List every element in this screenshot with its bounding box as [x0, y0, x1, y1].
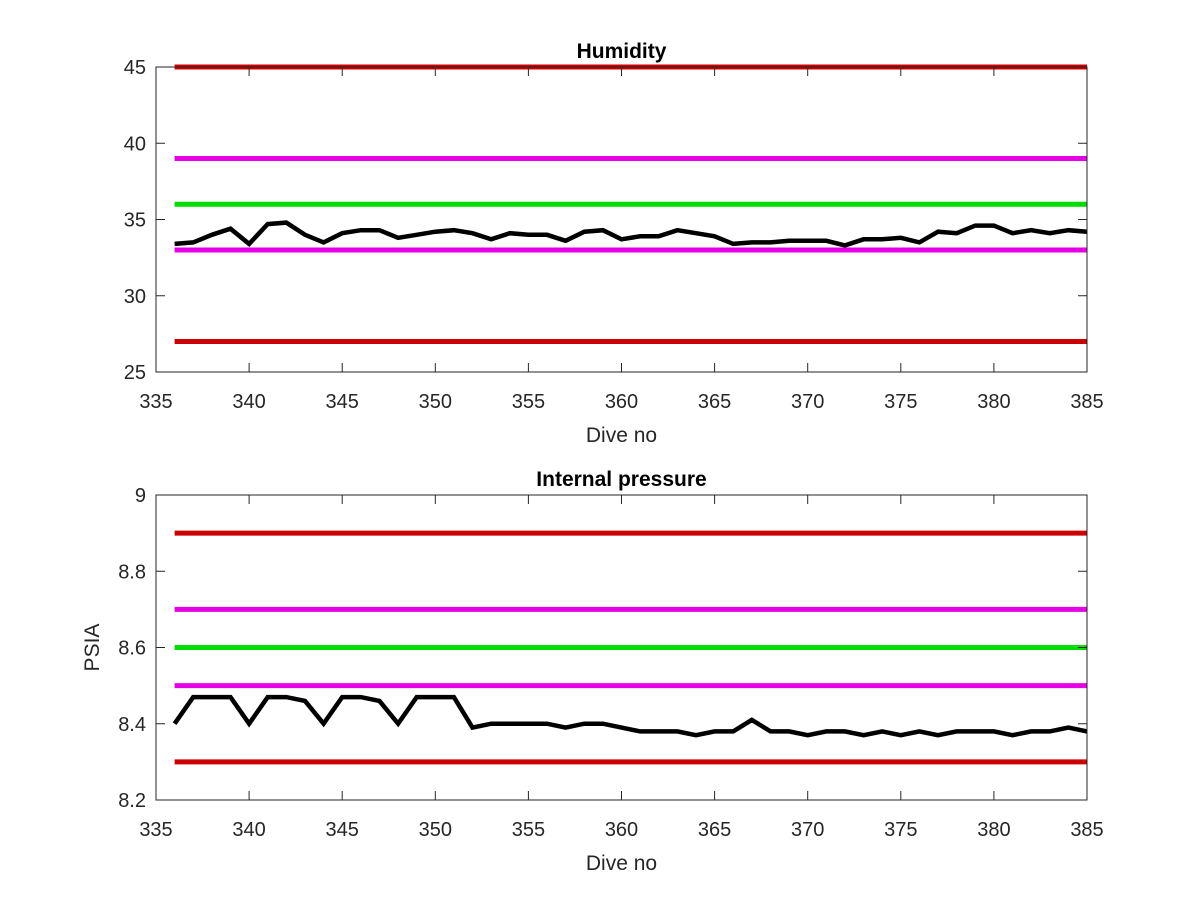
chart-0-y-tick-label: 25: [124, 362, 146, 384]
chart-1-y-tick-label: 9: [135, 485, 146, 507]
humidity-chart: 335 340 345 350 355 360 365 370 375 380 385 25 30 35 4…: [124, 40, 1104, 447]
chart-1-y-tick-label: 8.6: [118, 638, 146, 660]
chart-1-x-tick-label: 380: [977, 819, 1010, 841]
chart-1-data-series-0: [172, 694, 1088, 738]
chart-0-x-tick-label: 365: [698, 391, 731, 413]
chart-1-x-tick-label: 365: [698, 819, 731, 841]
chart-0-y-tick-label: 35: [124, 210, 146, 232]
chart-1-x-tick-label: 360: [605, 819, 638, 841]
chart-0-y-tick-label: 30: [124, 286, 146, 308]
chart-0-x-tick-label: 355: [512, 391, 545, 413]
chart-0-y-tick-label: 40: [124, 133, 146, 155]
chart-1-x-tick-label: 350: [419, 819, 452, 841]
chart-0-x-tick-label: 345: [326, 391, 359, 413]
chart-0-chart-title: Humidity: [577, 40, 667, 63]
chart-1-chart-title: Internal pressure: [536, 468, 706, 491]
chart-0-x-tick-label: 380: [977, 391, 1010, 413]
chart-0-x-axis-label: Dive no: [586, 424, 657, 447]
chart-0-x-tick-label: 375: [884, 391, 917, 413]
chart-0-plot-area: [156, 67, 1087, 372]
chart-1-x-tick-label: 355: [512, 819, 545, 841]
chart-1-x-tick-label: 385: [1070, 819, 1103, 841]
chart-1-x-tick-label: 340: [232, 819, 265, 841]
chart-1-x-tick-label: 375: [884, 819, 917, 841]
chart-0-y-tick-label: 45: [124, 57, 146, 79]
chart-1-y-tick-label: 8.2: [118, 790, 146, 812]
chart-0-x-tick-label: 335: [139, 391, 172, 413]
chart-1-y-tick-label: 8.4: [118, 714, 146, 736]
chart-1-x-tick-label: 335: [139, 819, 172, 841]
chart-0-x-tick-label: 360: [605, 391, 638, 413]
chart-0-x-tick-label: 385: [1070, 391, 1103, 413]
chart-1-x-tick-label: 345: [326, 819, 359, 841]
chart-1-y-axis-label: PSIA: [81, 624, 104, 672]
chart-1-x-axis-label: Dive no: [586, 852, 657, 875]
chart-1-x-tick-label: 370: [791, 819, 824, 841]
chart-0-x-tick-label: 340: [232, 391, 265, 413]
internal-pressure-chart: 335 340 345 350 355 360 365 370 375 380 385 8.2 8.4 8…: [81, 468, 1104, 875]
chart-0-x-tick-label: 370: [791, 391, 824, 413]
chart-0-data-series-0: [174, 220, 1088, 248]
chart-1-y-tick-label: 8.8: [118, 561, 146, 583]
chart-0-x-tick-label: 350: [419, 391, 452, 413]
